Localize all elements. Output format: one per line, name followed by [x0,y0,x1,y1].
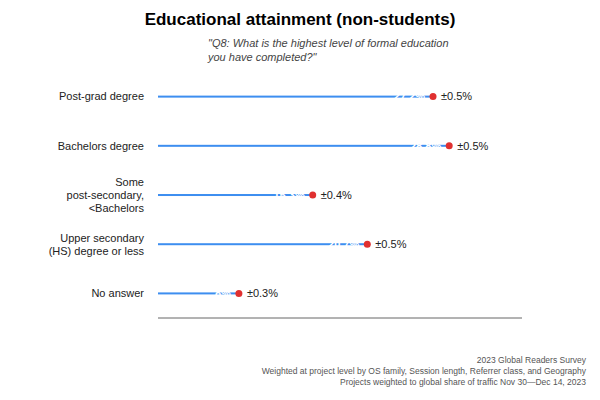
svg-text:±0.5%: ±0.5% [457,140,488,152]
svg-text:Upper secondary(HS) degree or: Upper secondary(HS) degree or less [49,232,145,257]
svg-text:±0.5%: ±0.5% [441,90,472,102]
svg-text:Bachelors degree: Bachelors degree [58,140,144,152]
svg-text:27.2%: 27.2% [394,90,425,102]
html-text:Educational attainment (non-st: Educational attainment (non-students) [144,10,456,29]
html-text:"Q8: What is the highest level: "Q8: What is the highest level of formal… [208,37,449,63]
svg-text:28.8%: 28.8% [410,140,441,152]
svg-text:No answer: No answer [91,287,144,299]
svg-text:±0.4%: ±0.4% [321,189,352,201]
svg-text:Post-grad degree: Post-grad degree [59,90,144,102]
svg-text:Somepost-secondary,<Bachelors: Somepost-secondary,<Bachelors [67,176,145,214]
svg-text:±0.3%: ±0.3% [247,287,278,299]
svg-text:±0.5%: ±0.5% [375,238,406,250]
svg-text:8%: 8% [215,287,231,299]
svg-text:15.3%: 15.3% [273,189,304,201]
svg-text:20.7%: 20.7% [328,238,359,250]
html-text:2023 Global Readers Survey Wei: 2023 Global Readers Survey Weighted at p… [261,355,586,387]
